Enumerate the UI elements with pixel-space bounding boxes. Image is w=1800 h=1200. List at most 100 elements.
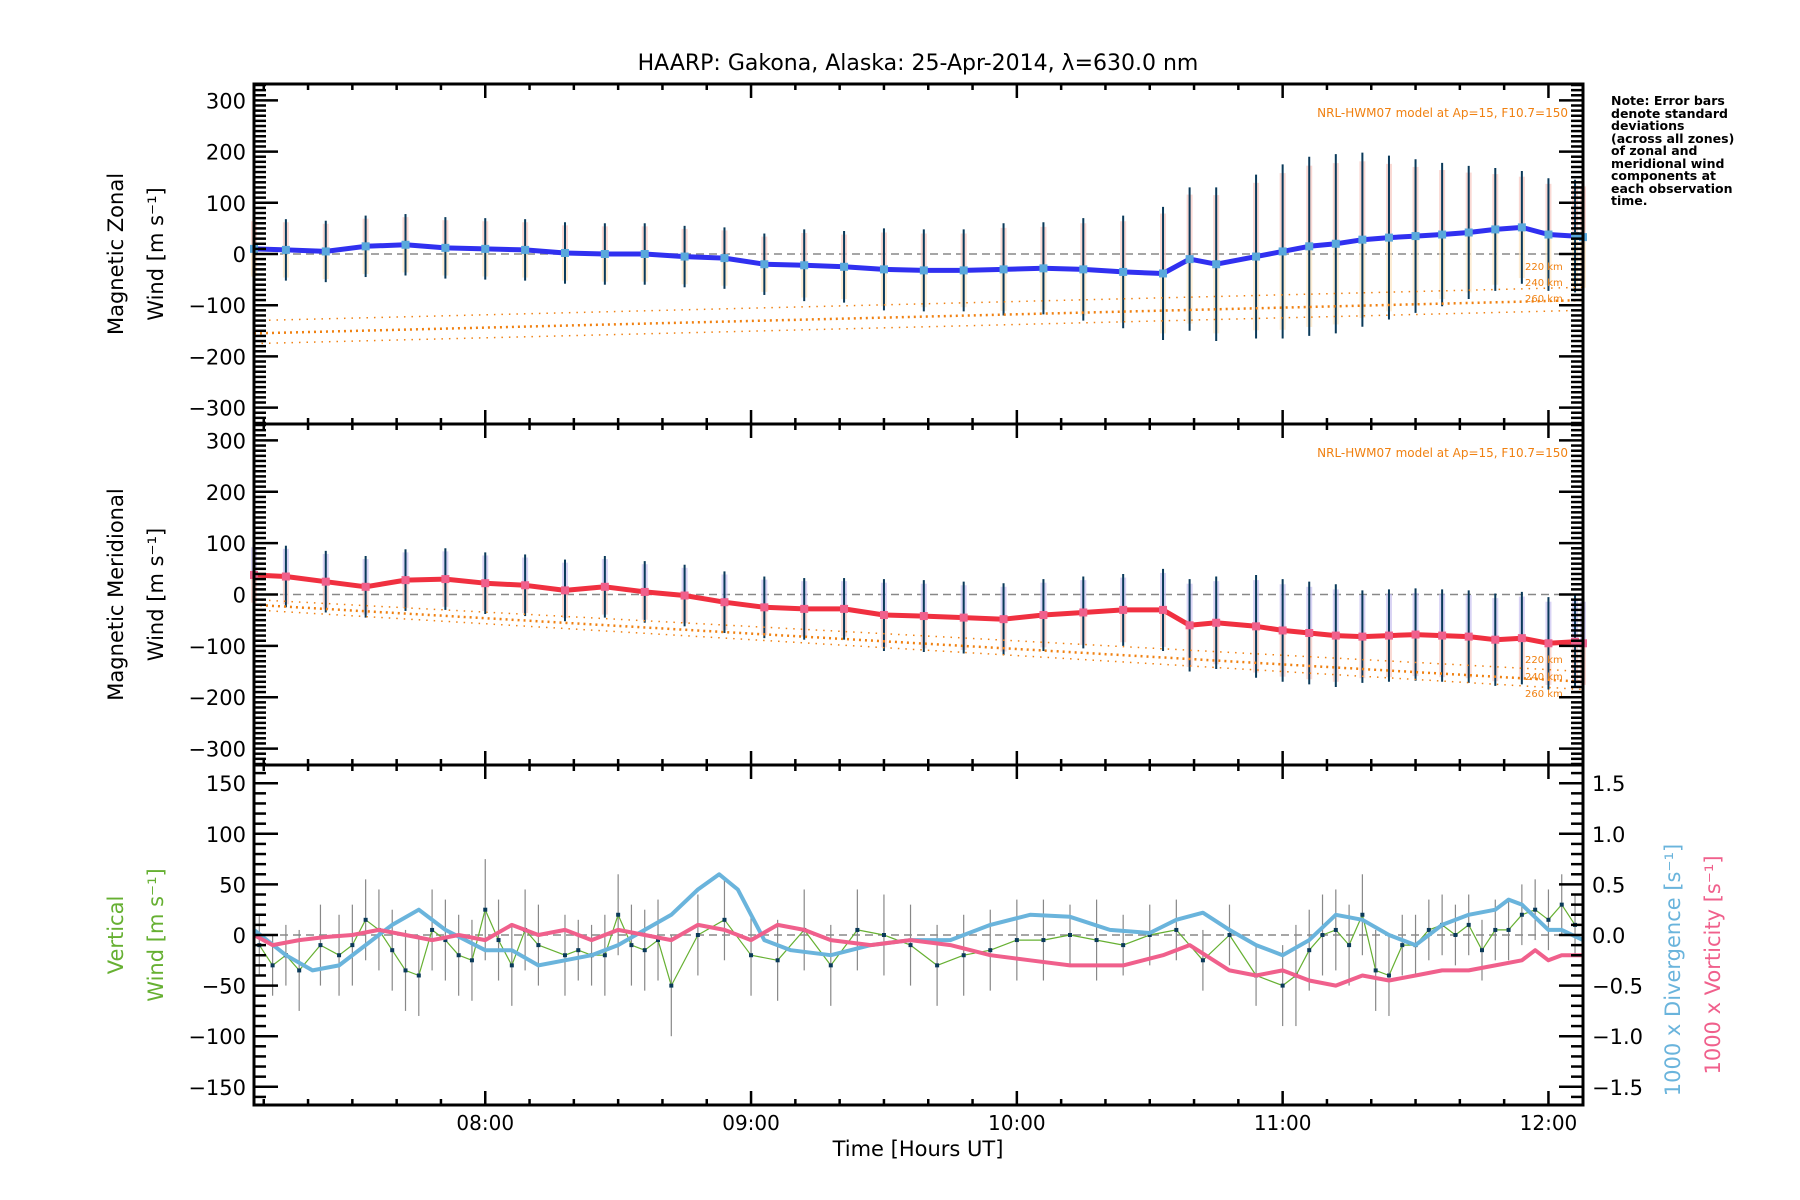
data-point	[775, 958, 780, 963]
data-point	[1533, 907, 1538, 912]
model-altitude-label: 240 km	[1525, 672, 1563, 683]
panel-meridional: NRL-HWM07 model at Ap=15, F10.7=150 220 k…	[104, 422, 1587, 767]
data-point	[1119, 267, 1128, 276]
panel-vertical: 150 100 50 0 −50 −100 −150 1.5 1.0 0.5 0.0 −0.5 −1.0…	[104, 763, 1725, 1107]
y-tick-label: −100	[188, 294, 246, 318]
data-point	[988, 948, 993, 953]
data-point	[680, 252, 689, 261]
data-point	[749, 953, 754, 958]
model-altitude-label: 260 km	[1525, 294, 1563, 305]
data-point	[1546, 917, 1551, 922]
data-point	[828, 963, 833, 968]
data-point	[1147, 933, 1152, 937]
model-altitude-label: 220 km	[1525, 262, 1563, 273]
data-point	[629, 943, 634, 948]
data-point	[483, 907, 488, 912]
data-point	[1438, 631, 1447, 640]
model-altitude-label: 240 km	[1525, 278, 1563, 289]
data-point	[270, 963, 275, 968]
y-tick-label: 50	[219, 873, 246, 897]
data-point	[363, 917, 368, 922]
y2-tick-label: 0.0	[1592, 924, 1625, 948]
data-point	[1200, 958, 1205, 963]
y-tick-label: −50	[202, 975, 246, 999]
data-point	[1305, 242, 1314, 251]
data-point	[401, 576, 410, 585]
data-point	[999, 265, 1008, 274]
data-point	[879, 265, 888, 274]
data-point	[321, 247, 330, 256]
y-tick-label: −150	[188, 1076, 246, 1100]
data-point	[1386, 973, 1391, 978]
x-tick-label: 08:00	[456, 1111, 514, 1135]
data-point	[1212, 260, 1221, 269]
data-point	[999, 615, 1008, 624]
y2-tick-label: 1.5	[1592, 772, 1625, 796]
data-point	[1121, 943, 1126, 948]
data-point	[1358, 632, 1367, 641]
data-point	[616, 912, 621, 917]
y-tick-label: −200	[188, 345, 246, 369]
data-point	[1426, 927, 1431, 932]
data-point	[1544, 639, 1553, 648]
series-line	[258, 904, 1576, 987]
data-point	[443, 938, 448, 943]
series-1000-x-vorticity	[253, 922, 1583, 988]
data-point	[1252, 252, 1261, 261]
series-line	[253, 922, 1583, 988]
data-point	[281, 572, 290, 581]
data-point	[1280, 983, 1285, 988]
data-point	[1185, 255, 1194, 264]
data-point	[560, 248, 569, 257]
data-point	[1212, 618, 1221, 627]
model-line	[253, 286, 1584, 322]
data-point	[935, 963, 940, 968]
data-point	[560, 586, 569, 595]
data-point	[1041, 938, 1046, 943]
data-point	[1479, 948, 1484, 953]
y-tick-label: −300	[188, 397, 246, 421]
data-point	[602, 953, 607, 958]
data-point	[919, 266, 928, 275]
data-point	[840, 262, 849, 271]
y-tick-label: 300	[206, 89, 246, 113]
series-1000-x-divergence	[252, 872, 1584, 973]
series-hwm07-260-km	[253, 609, 1584, 691]
data-point	[680, 591, 689, 600]
data-point	[1159, 605, 1168, 614]
series-line	[252, 872, 1584, 973]
data-point	[1360, 912, 1365, 917]
data-point	[1278, 626, 1287, 635]
data-point	[800, 604, 809, 613]
data-point	[416, 973, 421, 978]
data-point	[1307, 948, 1312, 953]
data-point	[481, 579, 490, 588]
y-label-line1: Vertical	[104, 896, 128, 975]
data-point	[1453, 933, 1458, 937]
y-label-line2: Wind [m s⁻¹]	[144, 868, 168, 1001]
y2-label-divergence: 1000 x Divergence [s⁻¹]	[1661, 844, 1685, 1096]
data-point	[881, 933, 886, 937]
data-point	[1185, 621, 1194, 630]
data-point	[297, 968, 302, 973]
data-point	[521, 581, 530, 590]
data-point	[1373, 968, 1378, 973]
data-point	[1039, 611, 1048, 620]
data-point	[1517, 634, 1526, 643]
x-axis-label: Time [Hours UT]	[832, 1137, 1004, 1161]
y-tick-label: 200	[206, 481, 246, 505]
data-point	[562, 953, 567, 958]
data-point	[720, 254, 729, 263]
data-point	[1227, 933, 1232, 937]
data-point	[1333, 927, 1338, 932]
data-point	[1506, 927, 1511, 932]
y-tick-label: −100	[188, 635, 246, 659]
series-hwm07-220-km	[253, 286, 1584, 322]
data-point	[855, 927, 860, 932]
data-point	[1491, 225, 1500, 234]
data-point	[1039, 264, 1048, 273]
data-point	[1305, 629, 1314, 638]
x-tick-label: 12:00	[1520, 1111, 1578, 1135]
data-point	[600, 250, 609, 258]
